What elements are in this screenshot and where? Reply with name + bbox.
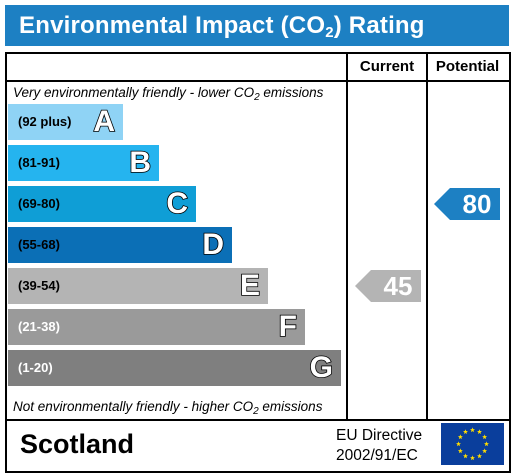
potential-column-header: Potential	[435, 58, 500, 75]
eu-star-icon	[456, 441, 461, 447]
eu-star-icon	[484, 441, 489, 447]
chart-title-bar: Environmental Impact (CO2) Rating	[5, 5, 509, 46]
eu-star-icon	[477, 453, 482, 459]
header-row-divider	[5, 80, 511, 82]
eu-star-icon	[470, 455, 475, 461]
bottom-note: Not environmentally friendly - higher CO…	[13, 399, 323, 417]
band-range-label: (92 plus)	[18, 114, 72, 129]
footer-row-divider	[5, 419, 511, 421]
directive-line-1: EU Directive	[336, 427, 423, 444]
potential-column-divider	[426, 52, 428, 419]
current-rating-value: 45	[383, 271, 413, 301]
band-letter: C	[166, 186, 189, 221]
band-letter: D	[202, 227, 225, 262]
band-letter: F	[278, 309, 298, 344]
band-range-label: (55-68)	[18, 237, 60, 252]
band-letter: A	[93, 104, 116, 139]
band-range-label: (1-20)	[18, 360, 53, 375]
band-e: (39-54) E	[8, 268, 268, 304]
eu-star-icon	[477, 429, 482, 434]
eu-star-icon	[482, 434, 488, 440]
band-f: (21-38) F	[8, 309, 305, 345]
band-d: (55-68) D	[8, 227, 232, 263]
band-letter: B	[129, 145, 152, 180]
current-arrow-shape	[355, 270, 421, 302]
band-range-label: (81-91)	[18, 155, 60, 170]
eu-star-icon	[463, 453, 468, 459]
eu-flag-icon	[441, 423, 504, 465]
top-note: Very environmentally friendly - lower CO…	[13, 85, 324, 103]
band-g: (1-20) G	[8, 350, 341, 386]
band-c: (69-80) C	[8, 186, 196, 222]
band-range-label: (21-38)	[18, 319, 60, 334]
band-range-label: (39-54)	[18, 278, 60, 293]
eu-star-icon	[457, 448, 463, 454]
band-range-label: (69-80)	[18, 196, 60, 211]
band-letter: G	[309, 350, 334, 385]
directive-line-2: 2002/91/EC	[336, 447, 418, 464]
eu-star-icon	[463, 429, 468, 434]
eu-star-icon	[470, 427, 475, 433]
chart-title: Environmental Impact (CO2) Rating	[19, 12, 425, 41]
eu-directive: EU Directive 2002/91/EC	[336, 426, 422, 466]
current-column-divider	[346, 52, 348, 419]
potential-arrow-shape	[434, 188, 500, 220]
eu-flag-stars	[456, 427, 489, 461]
current-column-header: Current	[359, 58, 415, 75]
region-name: Scotland	[20, 429, 135, 459]
potential-rating-value: 80	[462, 189, 492, 219]
band-b: (81-91) B	[8, 145, 159, 181]
chart-frame	[5, 52, 511, 473]
band-letter: E	[239, 268, 261, 303]
eu-star-icon	[457, 434, 463, 440]
eu-star-icon	[482, 448, 488, 454]
band-a: (92 plus) A	[8, 104, 123, 140]
